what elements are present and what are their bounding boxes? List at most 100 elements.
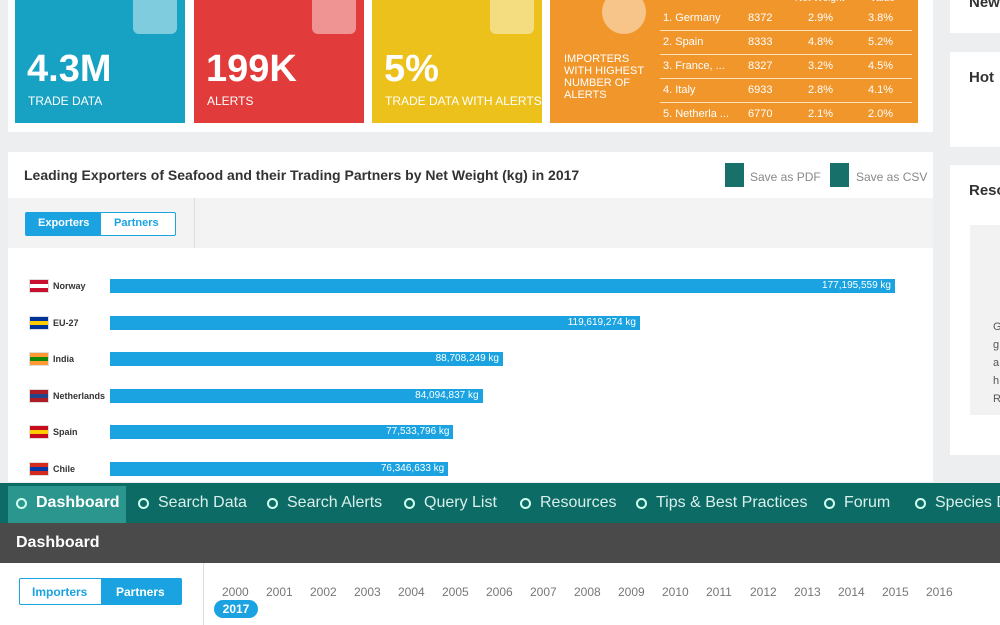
year-selected[interactable]: 2017 [214,600,258,618]
table-cell: 4.1% [868,84,894,96]
value-label: 84,094,837 kg [415,389,479,401]
category-label: EU-27 [53,317,79,328]
side-panel-title: New [969,0,1000,11]
year-option[interactable]: 2001 [266,585,293,599]
year-option[interactable]: 2012 [750,585,777,599]
bar: 119,619,274 kg [110,315,640,330]
kpi-card[interactable] [194,0,364,123]
flag [30,426,48,439]
nav-item[interactable]: Query List [424,494,497,511]
bar: 84,094,837 kg [110,388,483,403]
year-option[interactable]: 2016 [926,585,953,599]
table-cell: 4. Italy [663,84,696,96]
chart-title: Leading Exporters of Seafood and their T… [24,167,580,183]
year-option[interactable]: 2008 [574,585,601,599]
save-button[interactable]: Save as CSV [856,170,928,184]
value-label: 119,619,274 kg [567,316,636,328]
save-button[interactable]: Save as PDF [750,170,821,184]
table-cell: 8372 [748,12,773,24]
side-text: a [993,357,1000,369]
table-row-border [660,126,912,127]
nav-icon [824,498,835,509]
table-cell: 2.8% [808,84,834,96]
nav-item[interactable]: Resources [540,494,617,511]
nav-active [8,486,126,523]
file-icon [830,163,849,187]
kpi-label: TRADE DATA [28,94,103,108]
year-option[interactable]: 2003 [354,585,381,599]
year-option[interactable]: 2002 [310,585,337,599]
table-row-border [660,54,912,55]
category-label: India [53,354,75,365]
bar: 77,533,796 kg [110,425,454,440]
side-text: g [993,339,1000,351]
table-cell: 2.1% [808,108,834,120]
nav-item[interactable]: Dashboard [36,494,120,511]
toggle-active [101,579,181,604]
year-option[interactable]: 2004 [398,585,425,599]
category-label: Spain [53,427,78,438]
table-header: Net Weight [795,0,844,4]
toggle-option[interactable]: Partners [114,217,159,229]
toggle-option[interactable]: Partners [116,585,165,599]
value-label: 76,346,633 kg [380,463,445,474]
flag [30,280,48,292]
side-panel [950,0,1000,33]
nav-item[interactable]: Search Alerts [287,494,383,511]
year-option[interactable]: 2013 [794,585,821,599]
kpi-card[interactable] [15,0,185,123]
year-option[interactable]: 2010 [662,585,689,599]
kpi-icon [312,0,356,34]
table-cell: 6933 [748,84,773,96]
nav-icon [404,498,415,509]
nav-icon [16,498,27,509]
value-label: 77,533,796 kg [386,426,450,438]
year-option[interactable]: 2014 [838,585,865,599]
year-option[interactable]: 2015 [882,585,909,599]
table-row-border [660,30,912,31]
nav-item[interactable]: Forum [844,494,891,511]
toggle-option[interactable]: Exporters [38,217,90,229]
table-cell: 3. France, ... [663,60,725,72]
year-option[interactable]: 2005 [442,585,469,599]
value-label: 177,195,559 kg [822,280,891,291]
kpi-icon [602,0,646,34]
kpi-value: 4.3M [27,48,112,90]
side-text: R [993,393,1000,405]
nav-icon [138,498,149,509]
table-row-border [660,78,912,79]
table-cell: 6770 [748,108,773,120]
category-label: Norway [53,281,86,291]
year-option[interactable]: 2009 [618,585,645,599]
kpi-label: IMPORTERS WITH HIGHEST NUMBER OF ALERTS [564,53,644,101]
year-option[interactable]: 2007 [530,585,557,599]
side-panel [950,52,1000,147]
side-box [970,225,1000,415]
table-cell: 2.0% [868,108,894,120]
side-panel-title: Hot [969,69,994,86]
toggle-frame [19,578,182,605]
nav-item[interactable]: Tips & Best Practices [656,494,808,511]
nav-item[interactable]: Search Data [158,494,247,511]
flag [30,389,48,402]
kpi-card[interactable] [372,0,542,123]
year-option[interactable]: 2000 [222,585,249,599]
kpi-label: ALERTS [207,94,254,108]
side-text: G [993,321,1000,333]
value-label: 88,708,249 kg [435,353,499,365]
nav-icon [636,498,647,509]
year-option[interactable]: 2006 [486,585,513,599]
toolbar-divider [194,198,195,248]
page-title: Dashboard [16,534,100,551]
flag [30,353,48,366]
nav-item[interactable]: Species D [935,494,1000,511]
nav-icon [915,498,926,509]
title-bar [0,523,1000,563]
toggle-option[interactable]: Importers [32,585,88,599]
nav-icon [520,498,531,509]
year-option[interactable]: 2011 [706,585,732,599]
bar: 177,195,559 kg [110,279,895,293]
table-cell: 4.5% [868,60,894,72]
table-row-border [660,102,912,103]
